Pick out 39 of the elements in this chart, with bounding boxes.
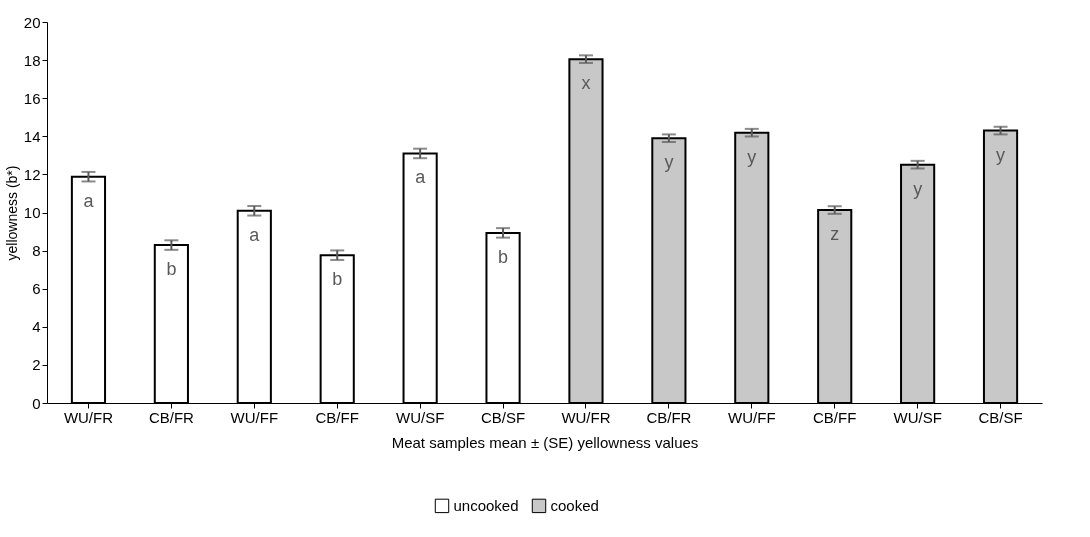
data-label: y [996, 144, 1006, 165]
y-tick-label: 14 [23, 127, 41, 145]
x-tick-label: WU/SF [893, 408, 942, 426]
y-tick-label: 8 [32, 242, 41, 260]
legend-label: cooked [550, 496, 599, 514]
x-tick-label: WU/FF [230, 408, 279, 426]
y-tick-label: 18 [23, 51, 41, 69]
data-label: b [498, 246, 509, 267]
data-label: y [913, 178, 923, 199]
data-label: y [747, 146, 757, 167]
y-tick-label: 20 [23, 13, 41, 31]
data-label: a [249, 224, 261, 245]
data-label: a [83, 190, 95, 211]
x-tick-label: CB/FF [813, 408, 857, 426]
y-tick-label: 10 [23, 204, 41, 221]
y-tick-label: 4 [32, 318, 41, 336]
y-tick-label: 12 [23, 165, 41, 183]
data-label: a [415, 167, 427, 188]
x-tick-label: CB/SF [978, 408, 1023, 426]
y-tick-label: 6 [32, 280, 41, 298]
y-tick-label: 0 [32, 394, 41, 412]
x-axis-title: Meat samples mean ± (SE) yellowness values [391, 433, 699, 451]
x-tick-label: CB/FR [148, 408, 195, 426]
y-tick-label: 2 [32, 356, 41, 374]
data-label: y [664, 152, 674, 173]
data-label: b [166, 259, 177, 280]
legend-label: uncooked [453, 496, 519, 514]
y-axis-title: yellowness (b*) [3, 165, 20, 261]
x-tick-label: CB/SF [480, 408, 526, 426]
x-tick-label: CB/FR [646, 408, 692, 426]
x-tick-label: WU/FR [561, 408, 611, 426]
data-label: z [830, 224, 840, 245]
x-tick-label: CB/FF [315, 408, 359, 426]
x-tick-label: WU/SF [395, 408, 445, 426]
data-label: b [332, 269, 343, 290]
x-tick-label: WU/FF [728, 408, 776, 426]
data-label: x [581, 73, 591, 94]
y-tick-label: 16 [23, 89, 41, 107]
x-tick-label: WU/FR [63, 408, 114, 426]
